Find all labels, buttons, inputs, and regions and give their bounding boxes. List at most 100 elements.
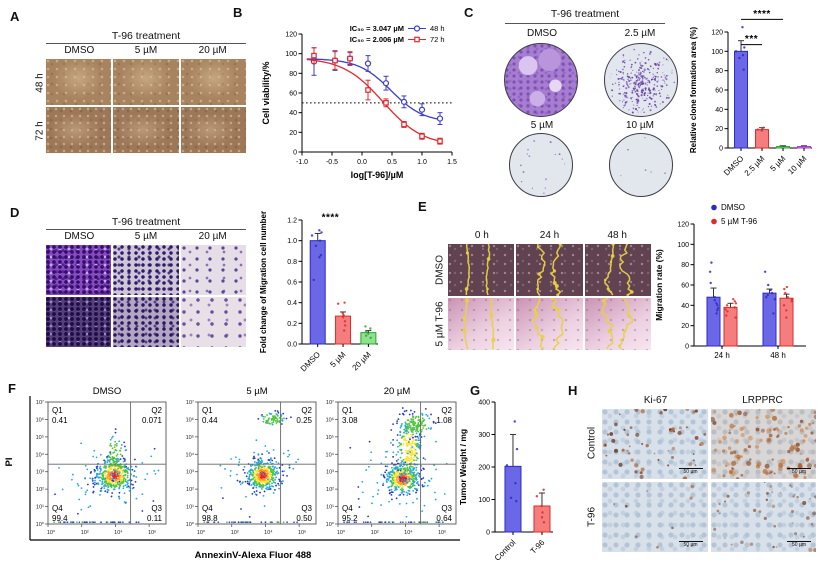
svg-text:40: 40 (289, 110, 297, 117)
well-label-5um: 5 µM (530, 120, 554, 131)
svg-text:Q2: Q2 (441, 406, 452, 415)
svg-text:Migration rate (%): Migration rate (%) (654, 249, 664, 321)
panel-d-image-grid (46, 245, 246, 347)
svg-text:Q2: Q2 (151, 406, 162, 415)
svg-text:98.8: 98.8 (202, 514, 218, 523)
panel-a-row-72h: 72 h (34, 121, 46, 141)
svg-text:60: 60 (715, 88, 723, 95)
svg-text:5 µM: 5 µM (246, 386, 267, 397)
svg-text:10⁴: 10⁴ (404, 529, 413, 536)
micrograph-72h-20um (180, 107, 246, 153)
well-image-5um (509, 133, 573, 197)
svg-text:10⁴: 10⁴ (186, 451, 195, 458)
svg-text:0.6: 0.6 (287, 280, 297, 287)
panel-d-micrographs: T-96 treatment DMSO 5 µM 20 µM (46, 216, 246, 347)
svg-text:95.2: 95.2 (342, 514, 358, 523)
panel-f-label: F (8, 381, 16, 396)
panel-e-image-grid (448, 244, 651, 350)
ihc-stain-dots (603, 409, 707, 479)
svg-text:0.64: 0.64 (436, 514, 452, 523)
svg-text:10⁰: 10⁰ (337, 529, 346, 536)
svg-text:80: 80 (289, 71, 297, 78)
svg-text:80: 80 (681, 262, 689, 269)
svg-text:10⁶: 10⁶ (326, 416, 334, 423)
well-image-2-5um (604, 43, 678, 117)
svg-text:10³: 10³ (326, 470, 334, 476)
panel-h-col-ki67: Ki-67 (643, 395, 668, 406)
svg-text:400: 400 (478, 400, 490, 407)
panel-d-title: T-96 treatment (111, 216, 181, 228)
svg-text:10⁴: 10⁴ (326, 451, 335, 458)
wound-edges (603, 244, 634, 296)
svg-text:Q2: Q2 (301, 406, 312, 415)
svg-text:0.25: 0.25 (296, 416, 312, 425)
panel-e-row-t96: 5 µM T-96 (434, 301, 446, 347)
well-2-5um-colonies (609, 48, 676, 114)
svg-text:20: 20 (681, 323, 689, 330)
panel-h-column-headers: Ki-67 LRPPRC (602, 395, 816, 407)
svg-text:10²: 10² (326, 487, 334, 493)
svg-text:Tumor Weight / mg: Tumor Weight / mg (458, 429, 468, 505)
micrograph-72h-dmso (46, 107, 112, 153)
svg-text:Q1: Q1 (342, 406, 353, 415)
svg-text:0.2: 0.2 (287, 321, 297, 328)
well-image-10um (609, 133, 673, 197)
micrograph-48h-20um (180, 59, 246, 105)
svg-text:5 µM: 5 µM (328, 350, 347, 369)
svg-text:10⁶: 10⁶ (438, 529, 446, 536)
svg-text:48 h: 48 h (430, 24, 445, 33)
svg-text:Control: Control (493, 538, 518, 563)
svg-text:DMSO: DMSO (299, 350, 322, 373)
svg-text:20: 20 (289, 130, 297, 137)
svg-text:****: **** (753, 9, 771, 20)
svg-text:120: 120 (677, 222, 689, 229)
svg-text:IC₅₀ = 3.047 µM: IC₅₀ = 3.047 µM (350, 24, 404, 33)
svg-text:0.4: 0.4 (287, 300, 297, 307)
scalebar-text: 50 µm (792, 469, 806, 475)
svg-text:0: 0 (719, 146, 723, 153)
svg-text:Q4: Q4 (342, 504, 353, 513)
panel-d-col-20um: 20 µM (198, 231, 227, 242)
svg-text:20 µM: 20 µM (384, 386, 411, 397)
svg-text:Fold change of Migration cell: Fold change of Migration cell number (259, 211, 268, 353)
svg-text:DMSO: DMSO (721, 203, 745, 212)
svg-text:10⁰: 10⁰ (36, 521, 45, 528)
transwell-r1-5um (113, 245, 179, 295)
svg-text:10⁷: 10⁷ (326, 399, 334, 406)
ihc-stain-dots (613, 484, 695, 549)
transwell-r2-20um (180, 297, 246, 347)
svg-text:1.08: 1.08 (436, 416, 452, 425)
svg-text:1.0: 1.0 (287, 238, 297, 245)
svg-text:10⁵: 10⁵ (326, 434, 334, 441)
svg-text:10⁶: 10⁶ (148, 529, 156, 536)
svg-text:0.50: 0.50 (296, 514, 312, 523)
well-5um-colonies (520, 139, 566, 194)
scalebar: 50 µm (787, 541, 811, 549)
svg-text:100: 100 (711, 49, 723, 56)
panel-d-col-5um: 5 µM (134, 231, 158, 242)
panel-h-row-t96: T-96 (586, 506, 598, 528)
well-label-dmso: DMSO (527, 28, 557, 39)
svg-text:10 µM: 10 µM (786, 154, 808, 176)
svg-text:10⁴: 10⁴ (114, 529, 123, 536)
svg-text:Q4: Q4 (52, 504, 63, 513)
svg-text:-1.0: -1.0 (296, 159, 308, 166)
viability-chart: 0 20 40 60 80 100 120 -1.0 -0.5 0.0 0.5 1.0 1.5 Cell … (261, 24, 457, 180)
scalebar-line (787, 541, 811, 542)
svg-text:72 h: 72 h (430, 35, 445, 44)
svg-text:0.0: 0.0 (287, 342, 297, 349)
svg-text:24 h: 24 h (714, 351, 730, 360)
svg-text:10⁶: 10⁶ (36, 416, 44, 423)
clone-formation-chart: 0 20 40 60 80 100 120 Relative clone formation … (689, 9, 812, 178)
panel-a-title-rule (46, 43, 246, 44)
svg-text:99.4: 99.4 (52, 514, 68, 523)
ihc-t96-ki67: 50 µm (602, 482, 708, 552)
svg-text:DMSO: DMSO (722, 154, 745, 177)
svg-text:IC₅₀ = 2.006 µM: IC₅₀ = 2.006 µM (350, 35, 404, 44)
flow-cytometry-plots: PI AnnexinV-Alexa Fluor 488 DMSO 10⁷ 10⁶ 10⁵ 1… (4, 386, 460, 561)
svg-text:0.41: 0.41 (52, 416, 68, 425)
svg-text:10⁰: 10⁰ (197, 529, 206, 536)
svg-text:80: 80 (715, 68, 723, 75)
panel-e-col-0h: 0 h (474, 230, 489, 241)
